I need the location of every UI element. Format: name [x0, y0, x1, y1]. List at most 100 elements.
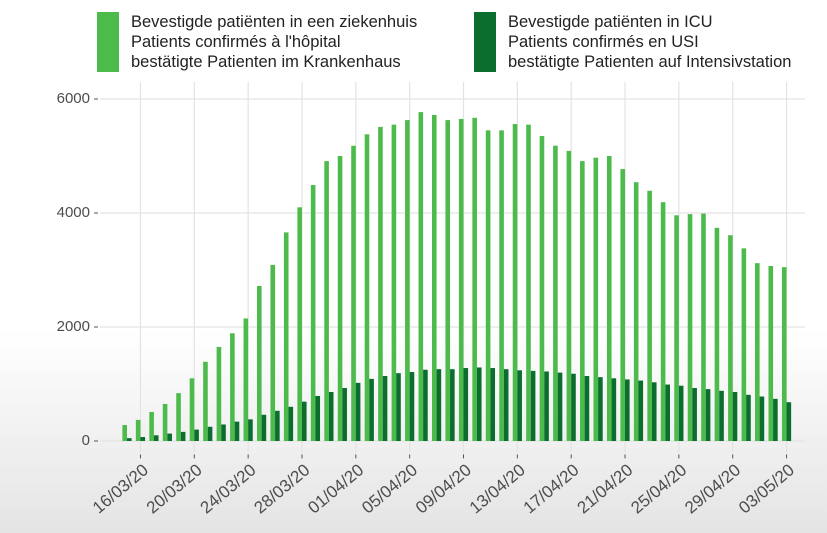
bar: [355, 382, 361, 441]
bar: [207, 426, 213, 441]
y-tick-label: 2000: [57, 318, 90, 335]
bar: [692, 387, 697, 441]
x-tick-label: 03/05/20: [735, 460, 798, 517]
y-tick-label: 0: [82, 432, 90, 449]
bar: [674, 215, 679, 441]
bar: [275, 410, 280, 441]
bar: [526, 124, 531, 442]
bar: [180, 431, 186, 441]
bar: [351, 145, 356, 442]
bar: [221, 424, 226, 441]
bar: [741, 248, 747, 441]
bar: [436, 369, 442, 441]
bar: [476, 367, 482, 441]
y-tick-label: 4000: [57, 204, 90, 221]
bar: [423, 369, 428, 441]
x-tick-label: 17/04/20: [520, 460, 583, 517]
legend-swatch: [474, 12, 496, 72]
bar: [310, 185, 316, 441]
bar: [153, 435, 159, 441]
legend-label: Bevestigde patiënten in een ziekenhuis P…: [131, 13, 418, 71]
bar: [611, 378, 617, 441]
bar: [598, 377, 603, 441]
bar: [337, 156, 343, 441]
bar: [728, 235, 733, 441]
bar: [687, 214, 693, 441]
bar: [746, 394, 751, 441]
bar: [571, 373, 576, 441]
bar: [382, 376, 388, 441]
bar: [203, 361, 208, 441]
bar: [342, 387, 347, 441]
x-tick-label: 05/04/20: [358, 460, 421, 517]
bar: [445, 120, 451, 441]
bar: [405, 120, 410, 441]
bar: [544, 371, 549, 441]
bar: [490, 368, 496, 441]
bar: [539, 136, 545, 442]
bar: [773, 398, 778, 441]
x-tick-label: 21/04/20: [574, 460, 637, 517]
bar: [391, 124, 397, 442]
bar: [660, 202, 666, 441]
bar: [176, 393, 181, 441]
bar: [369, 378, 374, 441]
bar: [297, 207, 302, 441]
bar: [122, 425, 127, 441]
bar: [678, 385, 684, 441]
y-tick-label: 6000: [57, 90, 90, 107]
bar: [557, 372, 563, 441]
bar: [409, 372, 415, 441]
bar: [553, 145, 558, 442]
bar: [458, 118, 464, 441]
bar: [162, 403, 168, 441]
bar: [580, 161, 585, 441]
x-tick-label: 24/03/20: [197, 460, 260, 517]
bar: [517, 370, 522, 441]
bar: [450, 369, 455, 441]
bar: [759, 396, 765, 441]
bar: [620, 169, 626, 442]
bar: [786, 402, 792, 441]
bar: [625, 379, 630, 441]
bar: [719, 390, 724, 441]
bar: [378, 126, 383, 442]
x-tick-label: 29/04/20: [681, 460, 744, 517]
bar: [418, 112, 424, 442]
bar: [324, 161, 329, 441]
bar: [288, 406, 294, 441]
bar: [234, 421, 240, 441]
bar: [472, 117, 477, 441]
x-tick-label: 09/04/20: [412, 460, 475, 517]
bar: [512, 124, 518, 441]
bar: [261, 414, 267, 441]
bar: [149, 411, 154, 441]
x-tick-label: 13/04/20: [466, 460, 529, 517]
bar: [463, 368, 469, 441]
bar: [301, 401, 307, 441]
legend-label: Bevestigde patiënten in ICU Patients con…: [508, 13, 792, 71]
bar: [606, 156, 612, 441]
bar: [230, 333, 235, 441]
bar: [503, 369, 509, 441]
bar: [755, 263, 760, 441]
bar: [328, 391, 334, 441]
bar: [732, 391, 738, 441]
bar: [364, 134, 370, 441]
bar: [216, 346, 222, 441]
bar: [315, 395, 321, 441]
x-tick-label: 28/03/20: [251, 460, 314, 517]
bar: [283, 232, 289, 441]
bar: [651, 382, 657, 441]
x-tick-label: 16/03/20: [89, 460, 152, 517]
bar: [189, 378, 195, 441]
bar: [127, 438, 132, 441]
x-tick-label: 20/03/20: [143, 460, 206, 517]
bar: [194, 429, 199, 441]
bar: [248, 419, 253, 441]
bar: [665, 384, 670, 441]
bar: [714, 227, 720, 441]
bar: [135, 419, 141, 441]
